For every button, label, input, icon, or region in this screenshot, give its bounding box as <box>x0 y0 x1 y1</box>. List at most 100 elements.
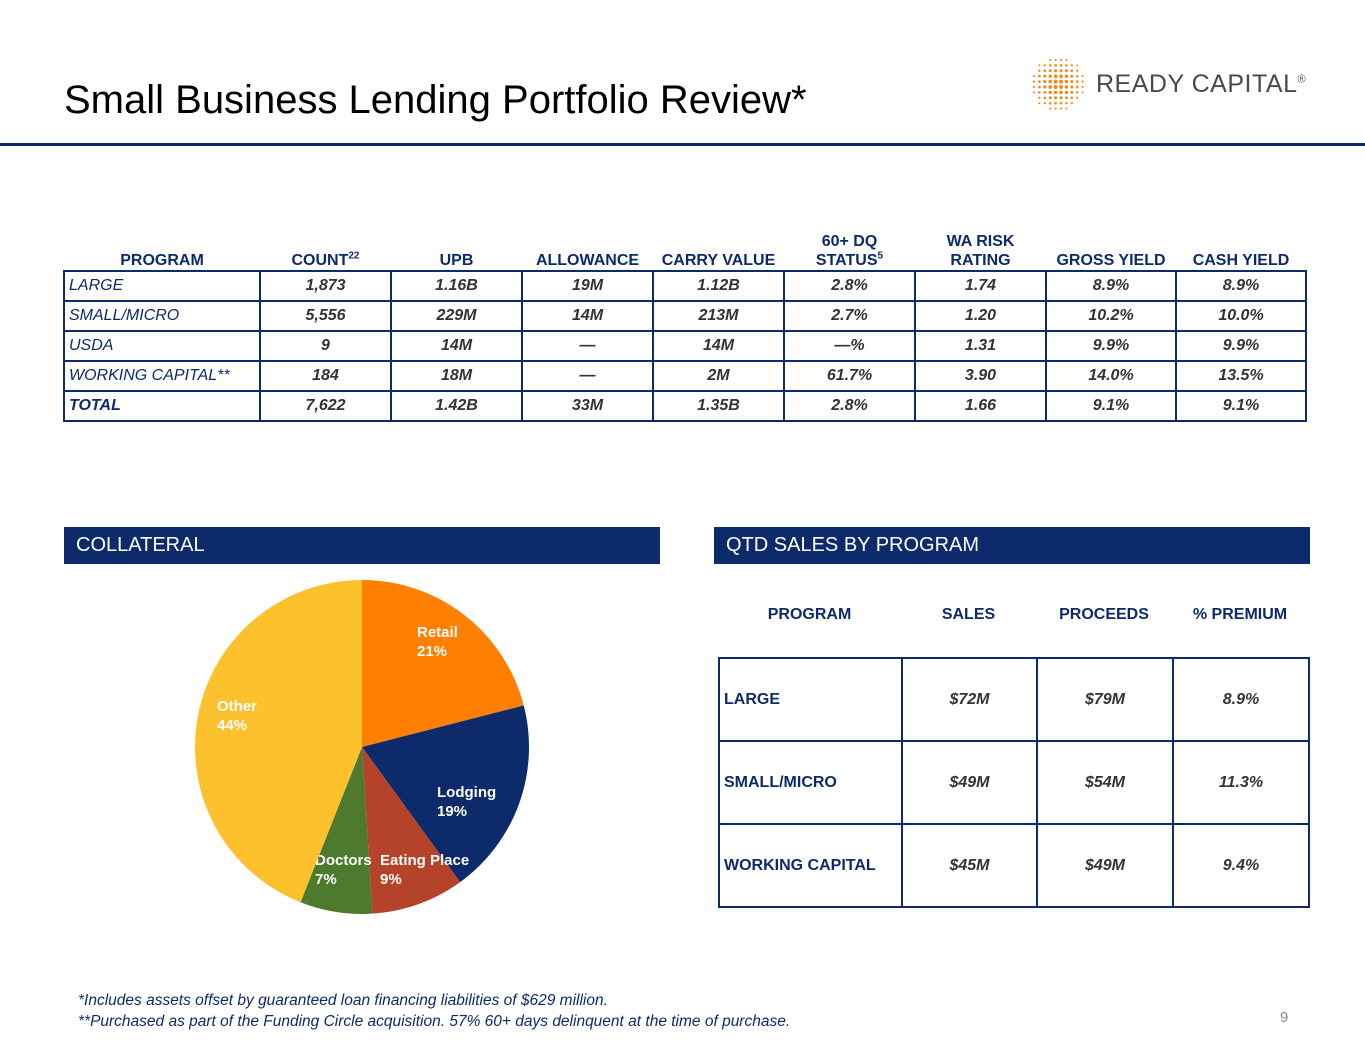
table-cell: 9.1% <box>1175 390 1307 422</box>
page-title: Small Business Lending Portfolio Review* <box>64 78 807 122</box>
table-row: SMALL/MICRO $49M $54M 11.3% <box>718 740 1310 825</box>
qtd-sales-table: LARGE $72M $79M 8.9% SMALL/MICRO $49M $54M 11.3… <box>718 657 1310 908</box>
pie-label-lodging: Lodging 19% <box>437 784 496 820</box>
table-row: LARGE 1,873 1.16B 19M 1.12B 2.8% 1.74 8.9% 8.9% <box>63 270 1307 302</box>
table-cell: 14M <box>390 330 523 362</box>
sales-col-proceeds: PROCEEDS <box>1059 606 1149 623</box>
table-cell: 3.90 <box>914 360 1047 392</box>
table-cell: 229M <box>390 300 523 332</box>
pie-label-eating-place: Eating Place 9% <box>380 852 469 888</box>
table-cell: 2.7% <box>783 300 916 332</box>
table-cell: 19M <box>521 270 654 302</box>
table-cell: USDA <box>63 330 261 362</box>
table-cell: 5,556 <box>259 300 392 332</box>
dot-grid-logo-icon <box>1032 58 1084 110</box>
table-cell: TOTAL <box>63 390 261 422</box>
table-cell: 7,622 <box>259 390 392 422</box>
sales-col-program: PROGRAM <box>767 606 852 623</box>
table-cell: 9.9% <box>1175 330 1307 362</box>
table-cell: — <box>521 360 654 392</box>
logo-text: READY CAPITAL® <box>1096 70 1307 98</box>
table-cell: 9.4% <box>1172 823 1310 908</box>
table-row: WORKING CAPITAL** 184 18M —2M 61.7% 3.90 14.0%… <box>63 360 1307 392</box>
table-cell: 1,873 <box>259 270 392 302</box>
table-row: SMALL/MICRO 5,556 229M 14M 213M 2.7% 1.20 10.2%… <box>63 300 1307 332</box>
table-cell: 8.9% <box>1045 270 1177 302</box>
table-cell: 10.2% <box>1045 300 1177 332</box>
table-cell: 14M <box>521 300 654 332</box>
table-cell: 11.3% <box>1172 740 1310 825</box>
footnotes: *Includes assets offset by guaranteed lo… <box>78 990 790 1032</box>
table-cell: 2M <box>652 360 785 392</box>
table-cell: 9.9% <box>1045 330 1177 362</box>
table-row: LARGE $72M $79M 8.9% <box>718 657 1310 742</box>
table-cell: 2.8% <box>783 390 916 422</box>
table-cell: 1.66 <box>914 390 1047 422</box>
table-cell: 1.20 <box>914 300 1047 332</box>
pie-label-doctors: Doctors 7% <box>315 852 372 888</box>
table-cell: 10.0% <box>1175 300 1307 332</box>
page-number: 9 <box>1280 1009 1289 1026</box>
table-cell: $45M <box>901 823 1038 908</box>
table-cell: 33M <box>521 390 654 422</box>
table-cell: 14.0% <box>1045 360 1177 392</box>
portfolio-header-row: PROGRAM COUNT22 UPB ALLOWANCE CARRY VALU… <box>64 226 1306 271</box>
table-row: TOTAL 7,622 1.42B 33M 1.35B 2.8% 1.66 9.1% 9.1% <box>63 390 1307 422</box>
title-divider <box>0 143 1365 146</box>
collateral-band: COLLATERAL <box>64 527 660 564</box>
table-cell: 8.9% <box>1172 657 1310 742</box>
table-cell: 2.8% <box>783 270 916 302</box>
table-cell: LARGE <box>718 657 903 742</box>
col-header-program: PROGRAM <box>120 252 204 269</box>
table-cell: WORKING CAPITAL <box>718 823 903 908</box>
table-cell: 213M <box>652 300 785 332</box>
sales-col-sales: SALES <box>941 606 996 623</box>
table-cell: LARGE <box>63 270 261 302</box>
ready-capital-logo: READY CAPITAL® <box>1030 56 1320 112</box>
pie-slice-eating-place <box>362 747 461 914</box>
table-cell: 1.12B <box>652 270 785 302</box>
footnote-1: *Includes assets offset by guaranteed lo… <box>78 992 608 1009</box>
table-cell: WORKING CAPITAL** <box>63 360 261 392</box>
qtd-sales-band: QTD SALES BY PROGRAM <box>714 527 1310 564</box>
table-cell: 61.7% <box>783 360 916 392</box>
table-cell: 1.74 <box>914 270 1047 302</box>
table-cell: 13.5% <box>1175 360 1307 392</box>
table-cell: 14M <box>652 330 785 362</box>
table-cell: 1.16B <box>390 270 523 302</box>
col-header-dq-status: 60+ DQ STATUS5 <box>815 233 884 269</box>
table-cell: 9 <box>259 330 392 362</box>
pie-slice-doctors <box>300 747 373 914</box>
col-header-upb: UPB <box>439 252 474 269</box>
table-cell: 1.31 <box>914 330 1047 362</box>
pie-slice-retail <box>362 580 524 747</box>
qtd-sales-headers: PROGRAM SALES PROCEEDS % PREMIUM <box>718 606 1308 628</box>
footnote-2: **Purchased as part of the Funding Circl… <box>78 1013 791 1030</box>
table-cell: SMALL/MICRO <box>718 740 903 825</box>
table-cell: SMALL/MICRO <box>63 300 261 332</box>
table-cell: $54M <box>1036 740 1174 825</box>
col-header-count: COUNT22 <box>291 250 360 269</box>
table-row: WORKING CAPITAL $45M $49M 9.4% <box>718 823 1310 908</box>
table-cell: 184 <box>259 360 392 392</box>
sales-col-premium: % PREMIUM <box>1192 606 1288 623</box>
col-header-wa-risk-rating: WA RISK RATING <box>946 233 1015 269</box>
portfolio-table: PROGRAM COUNT22 UPB ALLOWANCE CARRY VALU… <box>63 226 1307 422</box>
col-header-cash-yield: CASH YIELD <box>1192 252 1290 269</box>
table-cell: 9.1% <box>1045 390 1177 422</box>
table-cell: 1.35B <box>652 390 785 422</box>
table-cell: —% <box>783 330 916 362</box>
table-cell: 1.42B <box>390 390 523 422</box>
pie-label-retail: Retail 21% <box>417 624 458 660</box>
table-cell: $49M <box>901 740 1038 825</box>
pie-slice-lodging <box>362 705 529 883</box>
collateral-pie-chart: Retail 21% Lodging 19% Eating Place 9%Doctors… <box>194 580 529 914</box>
table-cell: 8.9% <box>1175 270 1307 302</box>
table-cell: 18M <box>390 360 523 392</box>
table-cell: $79M <box>1036 657 1174 742</box>
table-row: USDA 9 14M —14M —% 1.31 9.9% 9.9% <box>63 330 1307 362</box>
pie-label-other: Other 44% <box>217 698 257 734</box>
col-header-gross-yield: GROSS YIELD <box>1056 252 1166 269</box>
col-header-carry-value: CARRY VALUE <box>661 252 776 269</box>
col-header-allowance: ALLOWANCE <box>535 252 640 269</box>
